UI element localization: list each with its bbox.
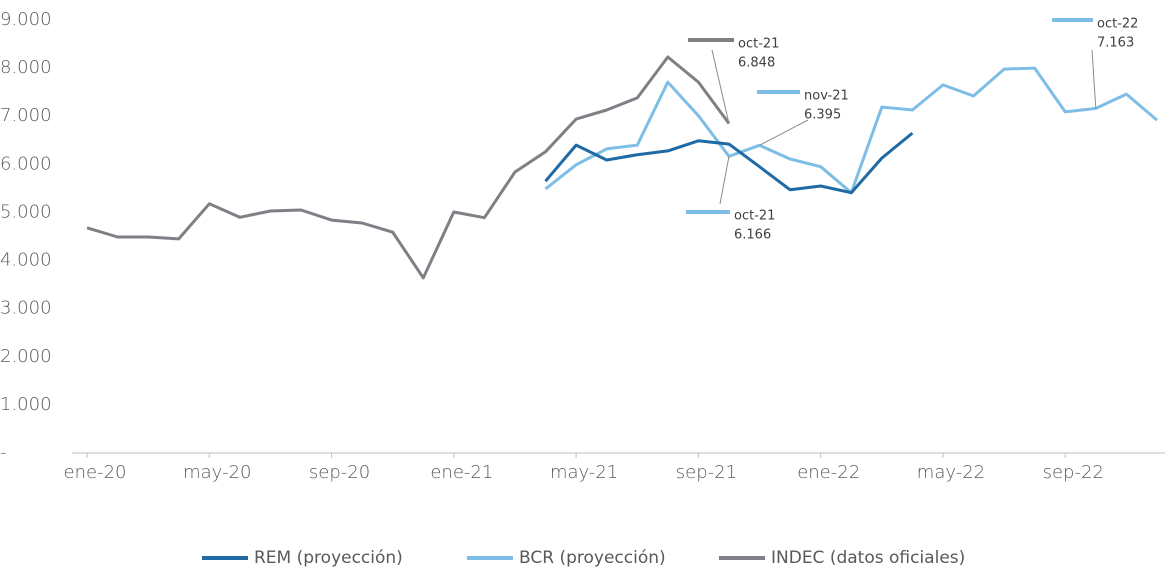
annotation-text: 6.166 xyxy=(734,228,771,243)
series-line xyxy=(544,66,1158,195)
annotation-text: oct-21 xyxy=(734,209,775,224)
annotation-text: 6.848 xyxy=(738,56,775,71)
x-tick-label: ene-21 xyxy=(430,462,493,483)
y-tick-label: 5.000 xyxy=(0,201,52,222)
y-tick-label: 7.000 xyxy=(0,105,52,126)
legend-label: BCR (proyección) xyxy=(519,548,666,568)
annotation-leader xyxy=(1091,49,1097,109)
annotation-text: 7.163 xyxy=(1097,36,1134,51)
x-tick-label: sep-20 xyxy=(309,462,370,483)
annotation-leader xyxy=(711,49,730,124)
y-tick-label: 3.000 xyxy=(0,298,52,319)
y-tick-label: 6.000 xyxy=(0,153,52,174)
annotation-text: oct-21 xyxy=(738,37,779,52)
x-tick-label: may-21 xyxy=(550,462,618,483)
series-line xyxy=(86,55,731,280)
y-tick-label: 2.000 xyxy=(0,346,52,367)
annotation-leader xyxy=(759,119,809,146)
annotation-leader xyxy=(719,156,730,205)
x-tick-label: sep-21 xyxy=(676,462,737,483)
legend-label: INDEC (datos oficiales) xyxy=(771,548,965,568)
y-tick-label: 4.000 xyxy=(0,250,52,271)
annotation-text: oct-22 xyxy=(1097,17,1138,32)
x-tick-label: may-20 xyxy=(183,462,251,483)
annotation-text: 6.395 xyxy=(804,108,841,123)
y-tick-label: 1.000 xyxy=(0,394,52,415)
x-tick-label: may-22 xyxy=(917,462,985,483)
x-tick-label: sep-22 xyxy=(1043,462,1104,483)
annotation-text: nov-21 xyxy=(804,89,849,104)
y-tick-label: 8.000 xyxy=(0,57,52,78)
y-tick-label: - xyxy=(0,442,7,463)
x-tick-label: ene-22 xyxy=(797,462,860,483)
legend-label: REM (proyección) xyxy=(254,548,403,568)
series-line xyxy=(544,131,914,195)
y-tick-label: 9.000 xyxy=(0,9,52,30)
x-tick-label: ene-20 xyxy=(64,462,127,483)
